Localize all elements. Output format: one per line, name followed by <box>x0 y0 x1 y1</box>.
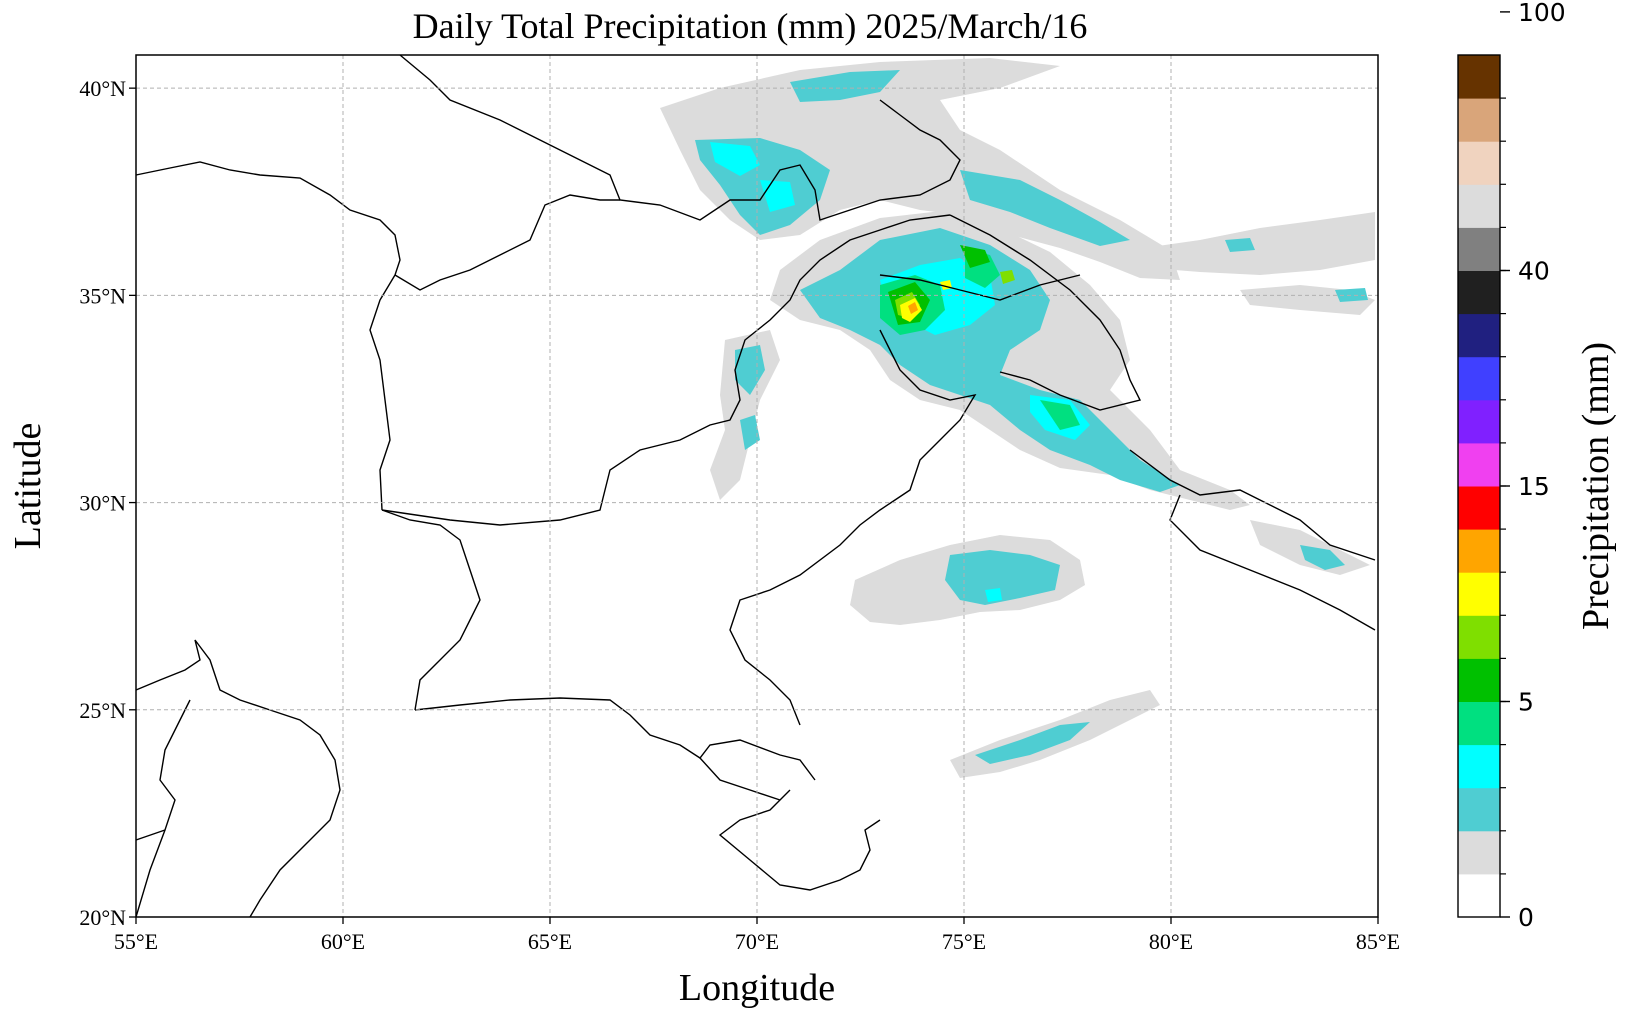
colorbar-tick-label: 100 <box>1518 0 1566 27</box>
precip-intense-area <box>960 245 990 268</box>
colorbar-segment <box>1458 399 1500 444</box>
precip-light-area <box>1130 212 1375 275</box>
nepal-south-border <box>1169 494 1376 631</box>
x-axis-label: Longitude <box>679 967 835 1009</box>
x-tick-label: 70°E <box>735 929 779 954</box>
colorbar-tick-label: 5 <box>1518 688 1534 717</box>
precip-very-intense-area <box>1000 270 1015 284</box>
colorbar-segment <box>1458 658 1500 702</box>
precip-moderate-area <box>975 722 1090 764</box>
afghanistan-north-border <box>394 194 620 291</box>
central-asia-border <box>399 54 961 221</box>
colorbar-segment <box>1458 615 1500 659</box>
colorbar-segment <box>1458 313 1500 358</box>
colorbar-segment <box>1458 572 1500 616</box>
iran-afghanistan-border <box>369 274 396 511</box>
x-tick-label: 80°E <box>1149 929 1193 954</box>
precip-moderate-area <box>790 70 900 102</box>
china-india-border <box>949 214 1142 411</box>
colorbar-tick-label: 15 <box>1518 472 1550 501</box>
colorbar-tick-label: 0 <box>1518 903 1534 932</box>
precip-moderate-heavy-area <box>1040 400 1080 430</box>
colorbar-segment <box>1458 486 1500 530</box>
colorbar-segment <box>1458 701 1500 746</box>
precip-moderate-area <box>1300 545 1345 570</box>
colorbar-segment <box>1458 55 1500 99</box>
colorbar-segment <box>1458 787 1500 832</box>
colorbar-segment <box>1458 98 1500 142</box>
precip-moderate-area <box>945 550 1060 605</box>
precip-very-extreme-area <box>908 302 918 314</box>
precip-moderate-area <box>1225 238 1255 252</box>
colorbar-segment <box>1458 873 1500 918</box>
y-axis: 40°N 35°N 30°N 25°N 20°N <box>79 76 136 930</box>
y-tick-label: 25°N <box>79 698 126 723</box>
arabian-sea-coast-pakistan <box>414 697 816 781</box>
y-tick-label: 30°N <box>79 491 126 516</box>
iran-pakistan-border <box>381 509 481 711</box>
x-tick-label: 60°E <box>321 929 365 954</box>
precip-heavy-area <box>710 142 760 176</box>
colorbar-segment <box>1458 744 1500 789</box>
y-tick-label: 35°N <box>79 283 126 308</box>
x-tick-label: 55°E <box>114 929 158 954</box>
map-title: Daily Total Precipitation (mm) 2025/Marc… <box>413 6 1088 46</box>
plot-area <box>135 54 1379 918</box>
precip-heavy-area <box>985 588 1002 602</box>
x-tick-label: 65°E <box>528 929 572 954</box>
y-tick-label: 20°N <box>79 905 126 930</box>
x-tick-label: 75°E <box>942 929 986 954</box>
oman-interior-line <box>135 829 166 918</box>
colorbar-segment <box>1458 442 1500 487</box>
gridlines <box>136 55 1378 917</box>
colorbar-segment <box>1458 227 1500 271</box>
x-axis: 55°E 60°E 65°E 70°E 75°E 80°E 85°E <box>114 917 1400 954</box>
x-tick-label: 85°E <box>1356 929 1400 954</box>
afghanistan-pakistan-border <box>381 214 951 526</box>
colorbar-segment <box>1458 141 1500 185</box>
map-borders <box>135 54 1376 918</box>
colorbar-segment <box>1458 184 1500 228</box>
pakistan-india-border <box>729 329 977 726</box>
colorbar-ticks: 051540100250500 <box>1500 0 1566 932</box>
precip-moderate-area <box>960 170 1130 246</box>
y-tick-label: 40°N <box>79 76 126 101</box>
precip-moderate-area <box>1335 288 1368 302</box>
colorbar-segment <box>1458 270 1500 315</box>
colorbar <box>1457 54 1501 918</box>
precipitation-field <box>660 58 1375 778</box>
nepal-border <box>1129 449 1376 561</box>
oman-coast <box>135 639 341 918</box>
colorbar-segment <box>1458 529 1500 573</box>
colorbar-segment <box>1458 356 1500 401</box>
precip-moderate-area <box>740 415 760 450</box>
colorbar-segment <box>1458 830 1500 875</box>
india-west-coast <box>699 757 881 891</box>
y-axis-label: Latitude <box>7 423 49 550</box>
colorbar-tick-label: 40 <box>1518 257 1550 286</box>
caspian-coast <box>135 161 401 276</box>
colorbar-label: Precipitation (mm) <box>1575 342 1617 630</box>
